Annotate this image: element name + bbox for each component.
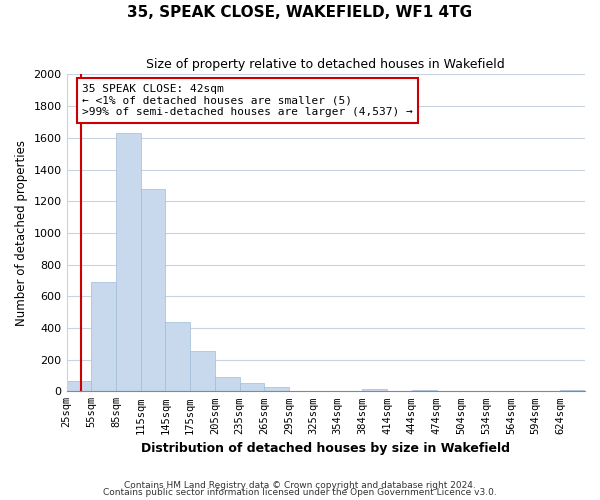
Bar <box>141 188 166 392</box>
Bar <box>166 322 190 392</box>
Bar <box>239 384 265 392</box>
Text: 35 SPEAK CLOSE: 42sqm
← <1% of detached houses are smaller (5)
>99% of semi-deta: 35 SPEAK CLOSE: 42sqm ← <1% of detached … <box>82 84 413 117</box>
Bar <box>190 351 215 392</box>
Title: Size of property relative to detached houses in Wakefield: Size of property relative to detached ho… <box>146 58 505 70</box>
Bar <box>67 381 91 392</box>
Bar <box>560 390 585 392</box>
Text: 35, SPEAK CLOSE, WAKEFIELD, WF1 4TG: 35, SPEAK CLOSE, WAKEFIELD, WF1 4TG <box>127 5 473 20</box>
Text: Contains HM Land Registry data © Crown copyright and database right 2024.: Contains HM Land Registry data © Crown c… <box>124 480 476 490</box>
Text: Contains public sector information licensed under the Open Government Licence v3: Contains public sector information licen… <box>103 488 497 497</box>
Bar <box>215 377 239 392</box>
Bar <box>362 389 387 392</box>
Bar <box>116 133 141 392</box>
Bar <box>91 282 116 392</box>
Y-axis label: Number of detached properties: Number of detached properties <box>15 140 28 326</box>
X-axis label: Distribution of detached houses by size in Wakefield: Distribution of detached houses by size … <box>141 442 510 455</box>
Bar <box>265 386 289 392</box>
Bar <box>412 390 437 392</box>
